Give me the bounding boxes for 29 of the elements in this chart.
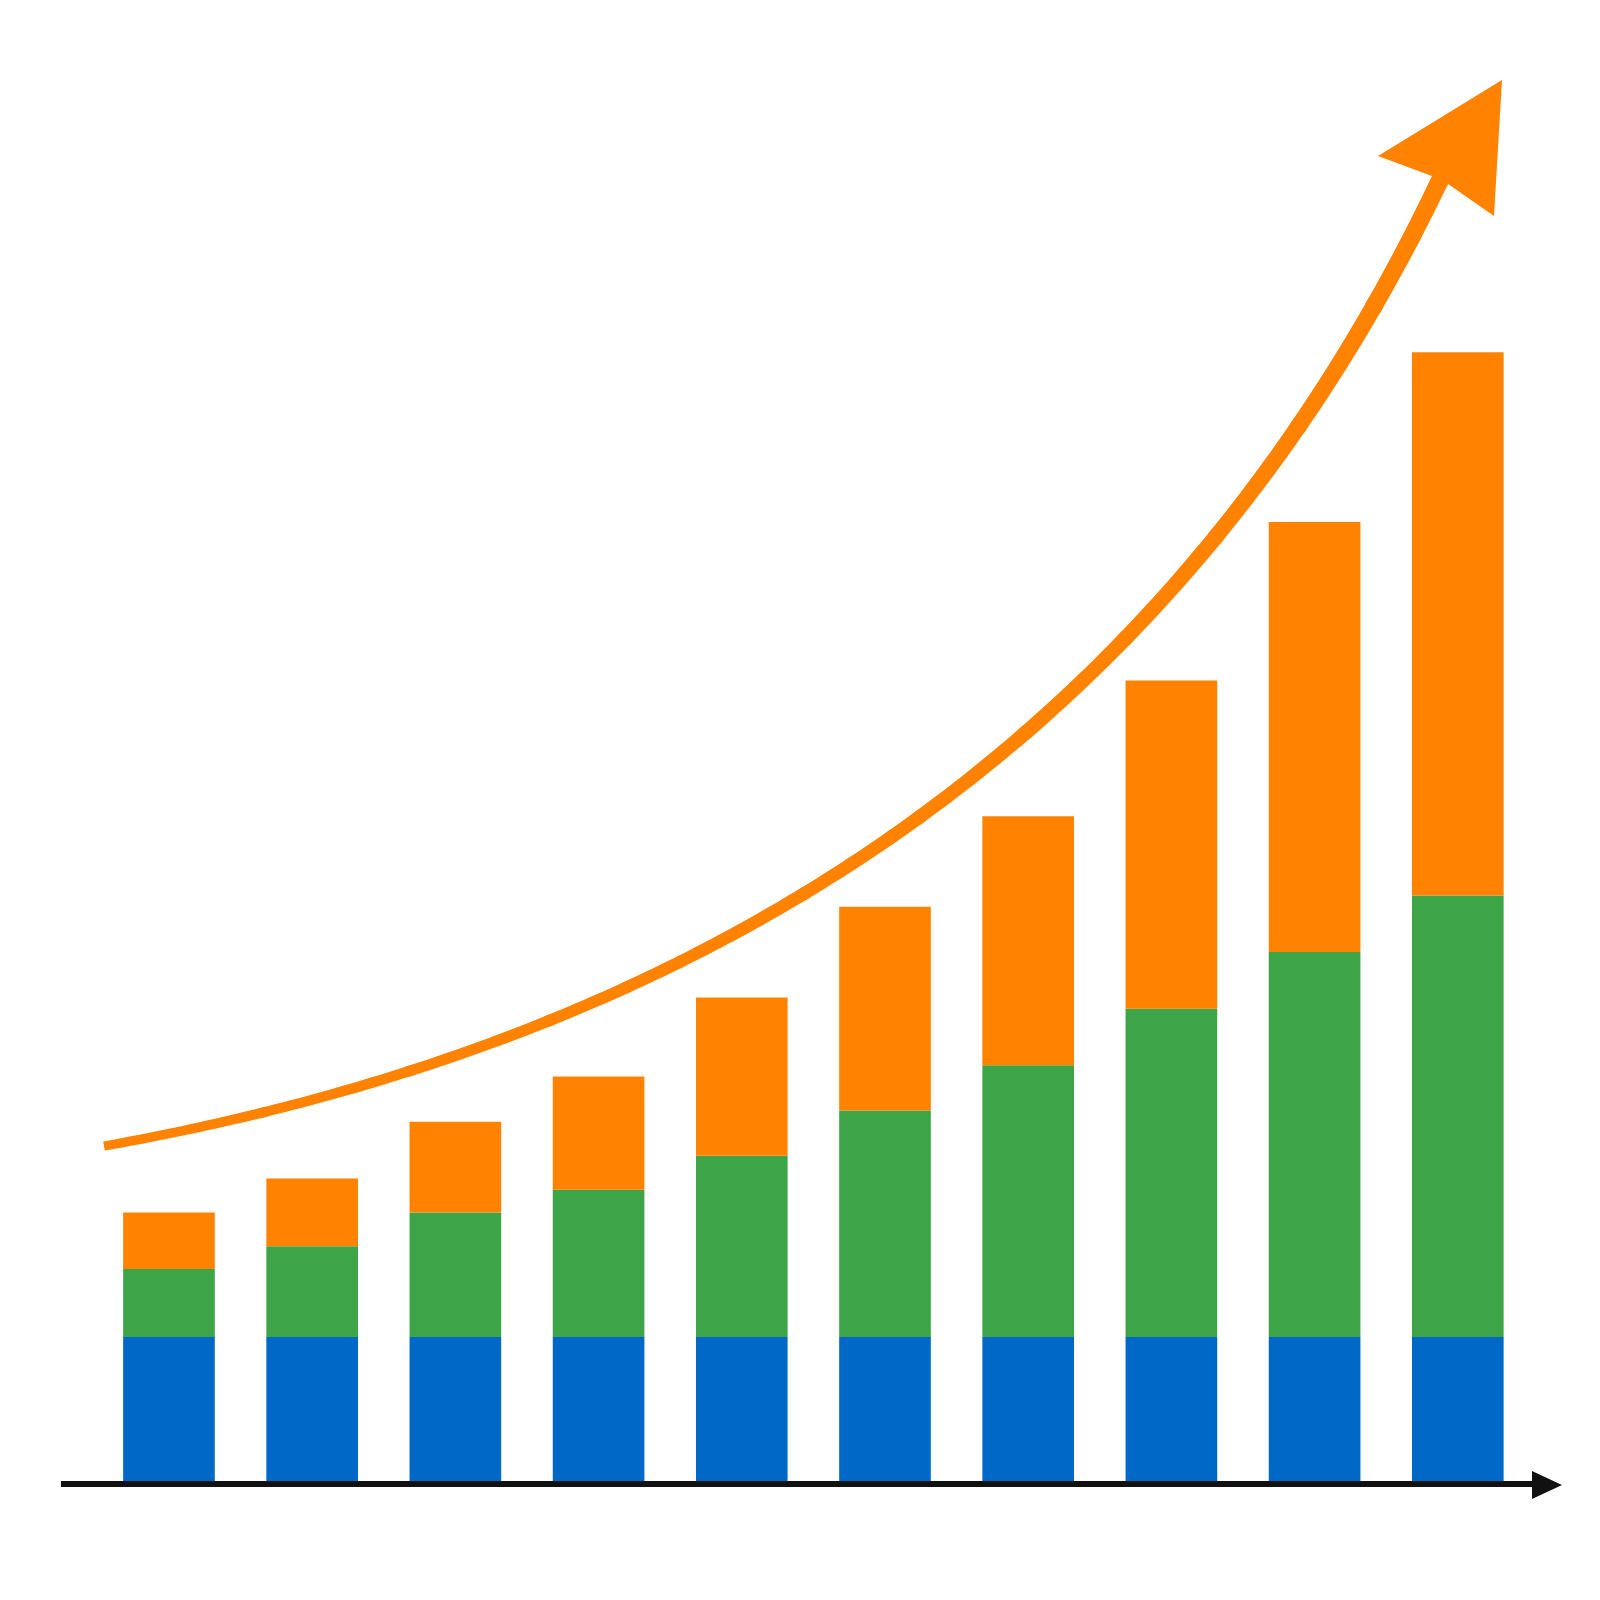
bar [1268,522,1361,953]
bar [1268,952,1361,1337]
bar [123,1212,215,1269]
bar [695,1155,788,1337]
bar [1411,895,1504,1337]
bar [409,1212,502,1337]
bar [1125,680,1218,1009]
bar [266,1336,358,1484]
bar [982,1065,1075,1337]
bar [409,1336,502,1484]
bar [552,1189,645,1337]
bar [695,997,788,1156]
bar [695,1336,788,1484]
bar [1125,1008,1218,1337]
bar [1125,1336,1218,1484]
bar [839,906,931,1111]
bar [123,1268,215,1337]
bar [552,1076,645,1190]
bar [1411,352,1504,896]
bar [1411,1336,1504,1484]
bar [266,1246,358,1337]
bar [839,1336,931,1484]
bar [1268,1336,1361,1484]
bar [552,1336,645,1484]
bar [839,1110,931,1337]
bar [266,1178,358,1247]
bar [982,1336,1075,1484]
bar [409,1121,502,1213]
bar [123,1336,215,1484]
